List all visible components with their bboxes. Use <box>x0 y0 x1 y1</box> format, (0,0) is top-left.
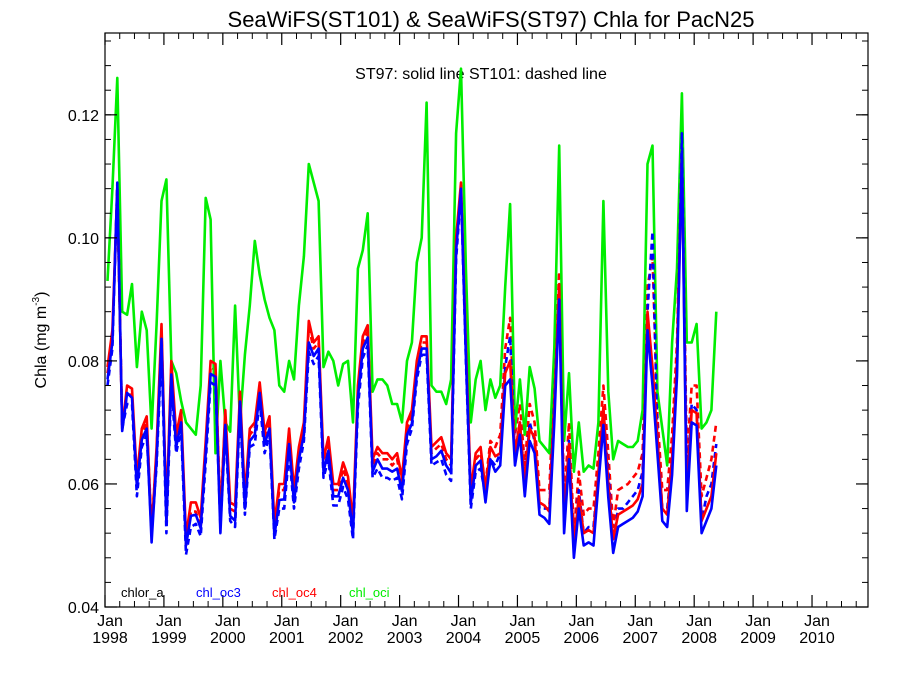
y-tick-label: 0.08 <box>68 354 99 371</box>
series-line-chl-oc4 <box>106 150 718 547</box>
axes <box>104 32 869 608</box>
x-tick-year-label: 2006 <box>564 630 600 647</box>
x-tick-month-label: Jan <box>392 613 418 630</box>
x-tick-month-label: Jan <box>627 613 653 630</box>
legend-item-chl-oci: chl_oci <box>349 585 390 600</box>
legend-item-chl-oc4: chl_oc4 <box>272 585 317 600</box>
x-tick-month-label: Jan <box>745 613 771 630</box>
y-tick-label: 0.12 <box>68 108 99 125</box>
y-tick-label: 0.06 <box>68 477 99 494</box>
y-tick-label: 0.10 <box>68 231 99 248</box>
x-tick-year-label: 2008 <box>681 630 717 647</box>
y-tick-label: 0.04 <box>68 600 99 617</box>
y-axis-label-close: ) <box>33 292 50 297</box>
x-tick-year-label: 2010 <box>799 630 835 647</box>
x-tick-year-label: 2004 <box>446 630 482 647</box>
chart-annotation: ST97: solid line ST101: dashed line <box>355 66 607 83</box>
x-tick-year-label: 2007 <box>622 630 658 647</box>
x-tick-year-label: 2001 <box>269 630 305 647</box>
axis-ticks: 0.040.060.080.100.12Jan1998Jan1999Jan200… <box>68 33 868 647</box>
x-tick-year-label: 1999 <box>151 630 187 647</box>
x-tick-month-label: Jan <box>333 613 359 630</box>
x-tick-month-label: Jan <box>274 613 300 630</box>
legend-item-chl-oc3: chl_oc3 <box>196 585 241 600</box>
plot-lines <box>106 67 718 560</box>
x-tick-year-label: 2000 <box>210 630 246 647</box>
y-axis-label-main: Chla (mg m <box>33 306 50 389</box>
x-tick-month-label: Jan <box>686 613 712 630</box>
x-tick-month-label: Jan <box>97 613 123 630</box>
legend: chlor_a chl_oc3 chl_oc4 chl_oci <box>121 585 390 600</box>
x-tick-year-label: 2009 <box>740 630 776 647</box>
x-tick-month-label: Jan <box>156 613 182 630</box>
legend-item-chlor-a: chlor_a <box>121 585 164 600</box>
y-axis-label-sup: -3 <box>31 296 42 305</box>
x-tick-month-label: Jan <box>568 613 594 630</box>
series-line-chl-oc3 <box>106 150 718 560</box>
x-tick-year-label: 1998 <box>92 630 128 647</box>
y-axis-label: Chla (mg m-3) <box>31 292 50 389</box>
x-tick-month-label: Jan <box>510 613 536 630</box>
x-tick-year-label: 2005 <box>505 630 541 647</box>
x-tick-month-label: Jan <box>215 613 241 630</box>
x-tick-month-label: Jan <box>451 613 477 630</box>
plot-frame <box>104 32 869 608</box>
x-tick-year-label: 2003 <box>387 630 423 647</box>
series-line-chl-oci <box>106 67 718 474</box>
chart-title: SeaWiFS(ST101) & SeaWiFS(ST97) Chla for … <box>228 7 755 32</box>
x-tick-month-label: Jan <box>804 613 830 630</box>
x-tick-year-label: 2002 <box>328 630 364 647</box>
